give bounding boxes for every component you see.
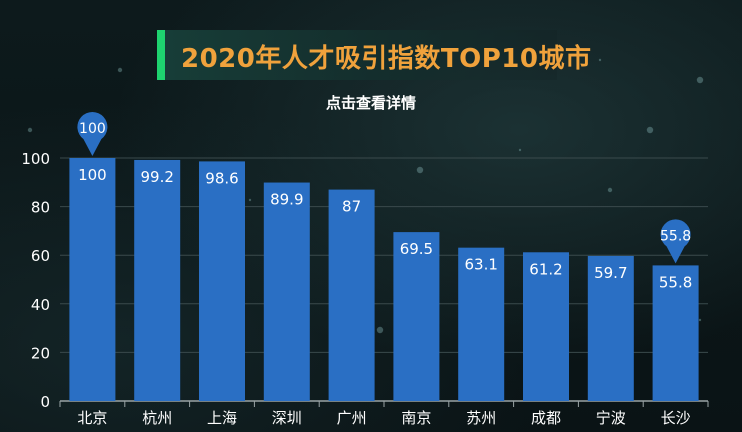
background-dot <box>117 67 123 73</box>
x-tick-label: 北京 <box>77 409 107 427</box>
bar <box>652 265 699 401</box>
bar <box>263 182 310 401</box>
y-tick-label: 40 <box>31 296 50 314</box>
x-tick-label: 成都 <box>531 409 561 427</box>
bar <box>393 232 440 401</box>
data-label: 63.1 <box>464 256 497 274</box>
background-dot <box>416 166 424 174</box>
data-label: 55.8 <box>659 273 692 291</box>
y-tick-label: 0 <box>40 393 50 411</box>
bar <box>458 247 505 401</box>
data-label: 89.9 <box>270 191 303 209</box>
data-label: 87 <box>342 198 361 216</box>
chart-title: 2020年人才吸引指数TOP10城市 <box>181 44 592 74</box>
data-label: 98.6 <box>205 169 238 187</box>
pin-marker <box>660 219 691 264</box>
background-dot <box>518 148 522 152</box>
x-tick-label: 苏州 <box>466 409 496 427</box>
data-label: 61.2 <box>529 260 562 278</box>
title-accent-bar <box>157 30 165 80</box>
data-label: 99.2 <box>140 168 173 186</box>
x-tick-label: 宁波 <box>596 409 626 427</box>
pin-marker <box>77 112 108 156</box>
background-dot <box>248 198 252 202</box>
title-banner: 2020年人才吸引指数TOP10城市 <box>157 30 591 80</box>
bar <box>328 189 375 401</box>
bar <box>199 161 245 401</box>
bar <box>523 252 569 401</box>
bar <box>134 159 181 401</box>
pin-marker-label: 100 <box>79 121 106 137</box>
x-tick-label: 南京 <box>401 409 431 427</box>
background-dot <box>646 126 654 134</box>
view-details-link[interactable]: 点击查看详情 <box>325 94 416 112</box>
x-tick-label: 杭州 <box>142 409 172 427</box>
y-tick-label: 80 <box>31 199 50 217</box>
pin-marker-label: 55.8 <box>660 228 691 244</box>
background-dot <box>27 127 33 133</box>
y-tick-label: 20 <box>31 344 50 362</box>
background-dot <box>698 318 702 322</box>
background-dot <box>696 76 704 84</box>
data-label: 69.5 <box>400 240 433 258</box>
data-label: 100 <box>78 166 107 184</box>
y-tick-label: 100 <box>21 150 50 168</box>
x-tick-label: 长沙 <box>661 409 691 427</box>
x-tick-label: 广州 <box>337 409 367 427</box>
background-dot <box>607 187 613 193</box>
x-tick-label: 深圳 <box>272 409 302 427</box>
background-dot <box>376 326 384 334</box>
data-label: 59.7 <box>594 264 627 282</box>
background-dot <box>598 58 602 62</box>
x-tick-label: 上海 <box>207 409 237 427</box>
bar <box>69 158 116 401</box>
y-tick-label: 60 <box>31 247 50 265</box>
bar <box>587 255 634 401</box>
